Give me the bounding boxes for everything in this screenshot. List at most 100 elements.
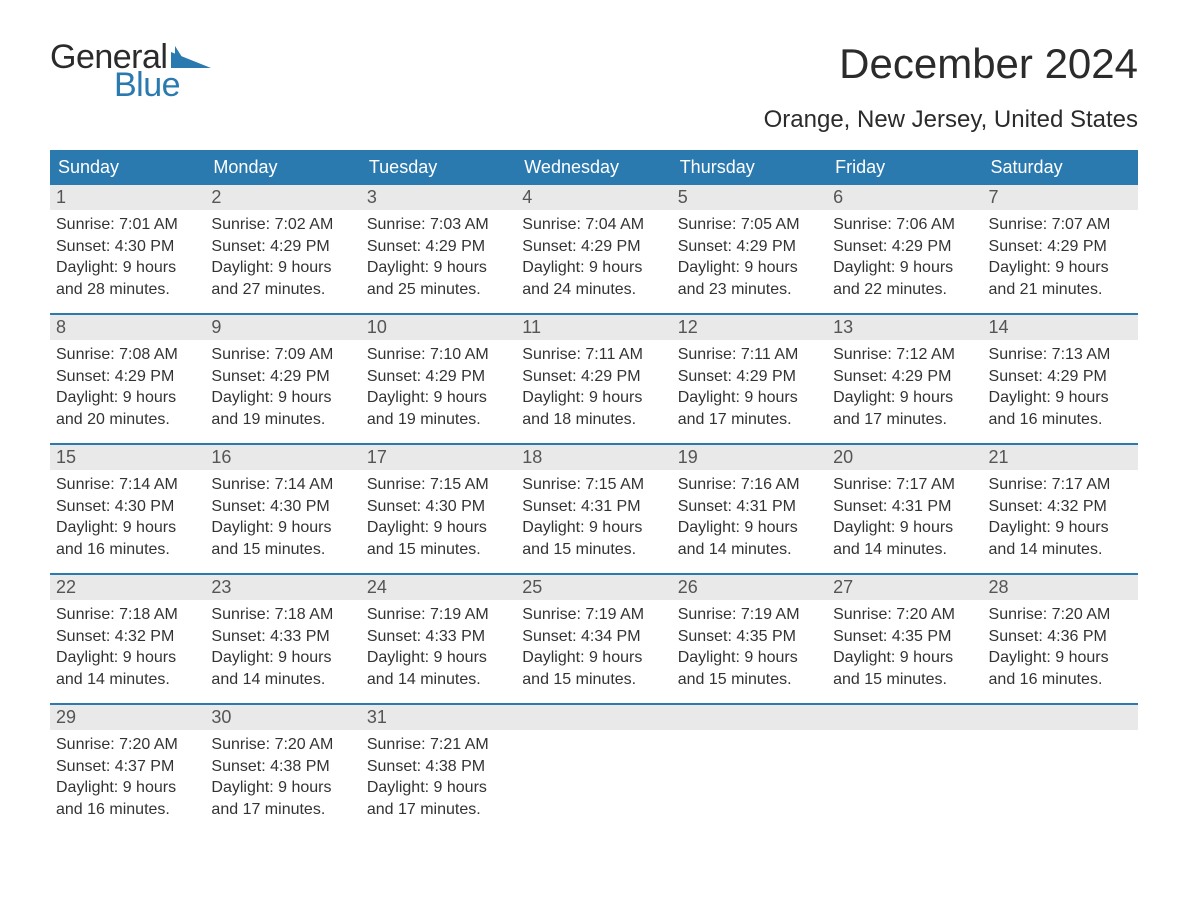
- daylight-line1: Daylight: 9 hours: [678, 387, 821, 409]
- day-details: Sunrise: 7:19 AMSunset: 4:34 PMDaylight:…: [516, 600, 671, 696]
- day-number: 7: [983, 185, 1138, 210]
- day-details: Sunrise: 7:07 AMSunset: 4:29 PMDaylight:…: [983, 210, 1138, 306]
- sunrise-text: Sunrise: 7:18 AM: [56, 604, 199, 626]
- sunrise-text: Sunrise: 7:01 AM: [56, 214, 199, 236]
- calendar-day: 14Sunrise: 7:13 AMSunset: 4:29 PMDayligh…: [983, 315, 1138, 443]
- day-number: 15: [50, 445, 205, 470]
- day-details: Sunrise: 7:17 AMSunset: 4:31 PMDaylight:…: [827, 470, 982, 566]
- day-number: [983, 705, 1138, 730]
- day-number: 16: [205, 445, 360, 470]
- day-number: 2: [205, 185, 360, 210]
- daylight-line1: Daylight: 9 hours: [211, 777, 354, 799]
- calendar-day: [672, 705, 827, 833]
- daylight-line2: and 22 minutes.: [833, 279, 976, 301]
- logo-word-blue: Blue: [114, 68, 211, 102]
- sunset-text: Sunset: 4:32 PM: [56, 626, 199, 648]
- calendar-day: 15Sunrise: 7:14 AMSunset: 4:30 PMDayligh…: [50, 445, 205, 573]
- day-details: Sunrise: 7:18 AMSunset: 4:33 PMDaylight:…: [205, 600, 360, 696]
- sunrise-text: Sunrise: 7:16 AM: [678, 474, 821, 496]
- sunset-text: Sunset: 4:34 PM: [522, 626, 665, 648]
- day-number: 4: [516, 185, 671, 210]
- day-number: 9: [205, 315, 360, 340]
- daylight-line2: and 16 minutes.: [56, 799, 199, 821]
- day-details: Sunrise: 7:08 AMSunset: 4:29 PMDaylight:…: [50, 340, 205, 436]
- calendar-week: 8Sunrise: 7:08 AMSunset: 4:29 PMDaylight…: [50, 313, 1138, 443]
- calendar-day: 21Sunrise: 7:17 AMSunset: 4:32 PMDayligh…: [983, 445, 1138, 573]
- day-number: 17: [361, 445, 516, 470]
- daylight-line2: and 14 minutes.: [833, 539, 976, 561]
- title-block: December 2024 Orange, New Jersey, United…: [764, 40, 1138, 144]
- day-number: 14: [983, 315, 1138, 340]
- location-text: Orange, New Jersey, United States: [764, 106, 1138, 134]
- daylight-line1: Daylight: 9 hours: [833, 647, 976, 669]
- sunset-text: Sunset: 4:29 PM: [989, 366, 1132, 388]
- daylight-line2: and 28 minutes.: [56, 279, 199, 301]
- calendar-day: 16Sunrise: 7:14 AMSunset: 4:30 PMDayligh…: [205, 445, 360, 573]
- calendar: Sunday Monday Tuesday Wednesday Thursday…: [50, 150, 1138, 833]
- daylight-line1: Daylight: 9 hours: [833, 387, 976, 409]
- sunset-text: Sunset: 4:29 PM: [211, 366, 354, 388]
- daylight-line1: Daylight: 9 hours: [833, 517, 976, 539]
- logo: General Blue: [50, 40, 211, 102]
- calendar-week: 22Sunrise: 7:18 AMSunset: 4:32 PMDayligh…: [50, 573, 1138, 703]
- sunrise-text: Sunrise: 7:18 AM: [211, 604, 354, 626]
- sunset-text: Sunset: 4:29 PM: [522, 236, 665, 258]
- dow-saturday: Saturday: [983, 150, 1138, 185]
- day-number: 23: [205, 575, 360, 600]
- sunrise-text: Sunrise: 7:15 AM: [367, 474, 510, 496]
- sunset-text: Sunset: 4:29 PM: [367, 366, 510, 388]
- dow-sunday: Sunday: [50, 150, 205, 185]
- day-details: Sunrise: 7:15 AMSunset: 4:31 PMDaylight:…: [516, 470, 671, 566]
- daylight-line1: Daylight: 9 hours: [989, 387, 1132, 409]
- daylight-line2: and 14 minutes.: [989, 539, 1132, 561]
- sunset-text: Sunset: 4:31 PM: [833, 496, 976, 518]
- daylight-line2: and 15 minutes.: [367, 539, 510, 561]
- day-details: Sunrise: 7:03 AMSunset: 4:29 PMDaylight:…: [361, 210, 516, 306]
- daylight-line2: and 16 minutes.: [989, 409, 1132, 431]
- day-details: Sunrise: 7:20 AMSunset: 4:35 PMDaylight:…: [827, 600, 982, 696]
- calendar-day: 10Sunrise: 7:10 AMSunset: 4:29 PMDayligh…: [361, 315, 516, 443]
- sunset-text: Sunset: 4:33 PM: [367, 626, 510, 648]
- sunset-text: Sunset: 4:35 PM: [833, 626, 976, 648]
- daylight-line2: and 24 minutes.: [522, 279, 665, 301]
- daylight-line2: and 17 minutes.: [678, 409, 821, 431]
- calendar-day: 22Sunrise: 7:18 AMSunset: 4:32 PMDayligh…: [50, 575, 205, 703]
- sunset-text: Sunset: 4:31 PM: [678, 496, 821, 518]
- calendar-day: 19Sunrise: 7:16 AMSunset: 4:31 PMDayligh…: [672, 445, 827, 573]
- daylight-line2: and 15 minutes.: [522, 669, 665, 691]
- daylight-line2: and 17 minutes.: [211, 799, 354, 821]
- calendar-week: 1Sunrise: 7:01 AMSunset: 4:30 PMDaylight…: [50, 185, 1138, 313]
- daylight-line1: Daylight: 9 hours: [522, 647, 665, 669]
- day-details: Sunrise: 7:01 AMSunset: 4:30 PMDaylight:…: [50, 210, 205, 306]
- day-number: 6: [827, 185, 982, 210]
- sunrise-text: Sunrise: 7:04 AM: [522, 214, 665, 236]
- day-number: 12: [672, 315, 827, 340]
- day-number: [516, 705, 671, 730]
- sunset-text: Sunset: 4:29 PM: [678, 366, 821, 388]
- day-number: 25: [516, 575, 671, 600]
- day-details: Sunrise: 7:12 AMSunset: 4:29 PMDaylight:…: [827, 340, 982, 436]
- calendar-day: 27Sunrise: 7:20 AMSunset: 4:35 PMDayligh…: [827, 575, 982, 703]
- sunset-text: Sunset: 4:29 PM: [56, 366, 199, 388]
- daylight-line1: Daylight: 9 hours: [678, 517, 821, 539]
- day-number: [672, 705, 827, 730]
- day-details: Sunrise: 7:15 AMSunset: 4:30 PMDaylight:…: [361, 470, 516, 566]
- day-number: 13: [827, 315, 982, 340]
- sunrise-text: Sunrise: 7:10 AM: [367, 344, 510, 366]
- day-number: 3: [361, 185, 516, 210]
- day-details: Sunrise: 7:13 AMSunset: 4:29 PMDaylight:…: [983, 340, 1138, 436]
- calendar-week: 15 Sunrise: 7:14 AM Sunset: 4:30 PM Dayligh…: [50, 443, 1138, 573]
- day-number: 18: [516, 445, 671, 470]
- sunset-text: Sunset: 4:30 PM: [56, 496, 199, 518]
- sunrise-text: Sunrise: 7:20 AM: [56, 734, 199, 756]
- day-number: 31: [361, 705, 516, 730]
- day-details: Sunrise: 7:18 AMSunset: 4:32 PMDaylight:…: [50, 600, 205, 696]
- day-number: 28: [983, 575, 1138, 600]
- day-details: Sunrise: 7:20 AMSunset: 4:36 PMDaylight:…: [983, 600, 1138, 696]
- sunset-text: Sunset: 4:29 PM: [211, 236, 354, 258]
- sunrise-text: Sunrise: 7:14 AM: [211, 474, 354, 496]
- day-details: Sunrise: 7:05 AMSunset: 4:29 PMDaylight:…: [672, 210, 827, 306]
- calendar-day: 6Sunrise: 7:06 AMSunset: 4:29 PMDaylight…: [827, 185, 982, 313]
- daylight-line2: and 16 minutes.: [989, 669, 1132, 691]
- day-number: 30: [205, 705, 360, 730]
